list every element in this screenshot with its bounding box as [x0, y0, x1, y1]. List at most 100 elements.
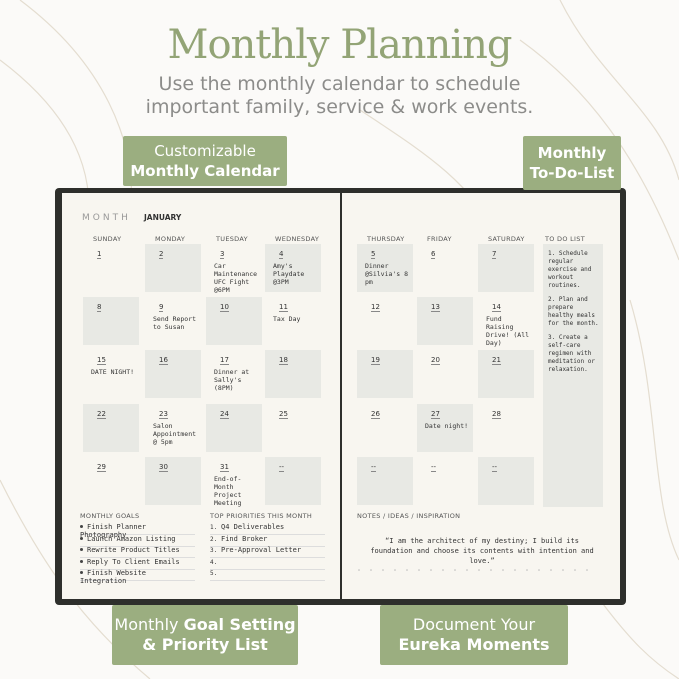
badge-goals: Monthly Goal Setting & Priority List [112, 605, 298, 665]
bullet [80, 548, 83, 552]
badge-text: Goal Setting [183, 615, 296, 634]
day-number: -- [492, 463, 498, 472]
day-cell: 13 [417, 297, 473, 345]
weekday: TUESDAY [216, 235, 248, 243]
priority-number: 4. [210, 558, 218, 566]
day-number: 15 [97, 356, 106, 365]
goal-text: Reply To Client Emails [87, 557, 180, 566]
day-cell: 8 [83, 297, 139, 345]
bullet [80, 525, 83, 528]
day-cell: 23 Salon Appointment @ 5pm [145, 404, 201, 452]
day-cell: 7 [478, 244, 534, 292]
day-number: 3 [220, 250, 225, 259]
day-number: 20 [431, 356, 440, 365]
day-cell: -- [478, 457, 534, 505]
day-cell: 6 [417, 244, 473, 292]
goal-item: Finish Planner Photography [80, 523, 195, 539]
goal-item: Reply To Client Emails [80, 558, 195, 570]
day-cell: 4 Amy's Playdate @3PM [265, 244, 321, 292]
day-cell: 24 [206, 404, 262, 452]
day-number: 26 [371, 410, 380, 419]
day-number: 23 [159, 410, 168, 419]
day-number: 14 [492, 303, 501, 312]
day-number: 2 [159, 250, 164, 259]
day-cell: 14 Fund Raising Drive! (All Day) [478, 297, 534, 347]
day-number: 19 [371, 356, 380, 365]
badge-text: To-Do-List [529, 164, 615, 182]
day-cell: 27 Date night! [417, 404, 473, 452]
day-number: 13 [431, 303, 440, 312]
quote: “I am the architect of my destiny; I bui… [370, 537, 594, 565]
goal-text: Finish Website Integration [80, 569, 147, 586]
day-note: Send Report to Susan [153, 315, 197, 331]
day-cell: 29 [83, 457, 139, 505]
day-number: 12 [371, 303, 380, 312]
day-note: Amy's Playdate @3PM [273, 262, 305, 286]
day-cell: 22 [83, 404, 139, 452]
day-note: Dinner @Silvia's 8 pm [365, 262, 409, 286]
weekday: THURSDAY [367, 235, 405, 243]
todo-item: 3. Create a self-care regimen with medit… [548, 334, 595, 373]
priority-item: 4. [210, 558, 325, 570]
day-note: Tax Day [273, 315, 301, 323]
day-number: 22 [97, 410, 106, 419]
day-cell: 20 [417, 350, 473, 398]
badge-calendar: Customizable Monthly Calendar [123, 136, 287, 186]
priority-number: 5. [210, 570, 218, 578]
day-cell: 25 [265, 404, 321, 452]
priority-item: 5. [210, 569, 325, 582]
day-number: -- [279, 463, 285, 472]
goal-item: Rewrite Product Titles [80, 546, 195, 559]
goal-text: Finish Planner Photography [80, 523, 147, 539]
day-number: 31 [220, 463, 229, 472]
badge-text: Monthly [537, 144, 607, 162]
day-cell: 3 Car Maintenance UFC Fight @6PM [206, 244, 262, 294]
day-number: 21 [492, 356, 501, 365]
day-number: 28 [492, 410, 501, 419]
subtitle: important family, service & work events. [145, 96, 534, 118]
day-cell: -- [357, 457, 413, 505]
day-note: DATE NIGHT! [91, 368, 135, 376]
day-note: Date night! [425, 422, 469, 430]
day-number: -- [371, 463, 377, 472]
subtitle: Use the monthly calendar to schedule [158, 73, 521, 95]
weekday: FRIDAY [427, 235, 452, 243]
day-cell: 2 [145, 244, 201, 292]
day-cell: 5 Dinner @Silvia's 8 pm [357, 244, 413, 292]
day-cell: 18 [265, 350, 321, 398]
priority-item: 1. Q4 Deliverables [210, 523, 325, 535]
day-number: 4 [279, 250, 284, 259]
day-number: 16 [159, 356, 168, 365]
day-cell: 12 [357, 297, 413, 345]
day-number: -- [431, 463, 437, 472]
day-cell: 26 [357, 404, 413, 452]
badge-text: Monthly Calendar [130, 162, 280, 180]
goal-item: Launch Amazon Listing [80, 535, 195, 547]
day-note: Fund Raising Drive! (All Day) [486, 315, 530, 347]
day-cell: 30 [145, 457, 201, 505]
day-cell: 19 [357, 350, 413, 398]
bullet [80, 536, 83, 540]
badge-text: Eureka Moments [398, 635, 550, 654]
day-cell: 9 Send Report to Susan [145, 297, 201, 345]
day-number: 8 [97, 303, 102, 312]
todo-item: 2. Plan and prepare healthy meals for th… [548, 296, 599, 327]
badge-todo: Monthly To-Do-List [523, 136, 621, 190]
day-note: Salon Appointment @ 5pm [153, 422, 197, 446]
priority-item: 3. Pre-Approval Letter [210, 546, 325, 559]
priorities-label: TOP PRIORITIES THIS MONTH [210, 512, 313, 520]
day-cell: 15 DATE NIGHT! [83, 350, 139, 398]
day-number: 7 [492, 250, 497, 259]
priority-text: Find Broker [221, 534, 268, 543]
weekday: SUNDAY [93, 235, 122, 243]
goal-text: Launch Amazon Listing [87, 534, 176, 543]
day-note: Car Maintenance UFC Fight @6PM [214, 262, 258, 294]
day-cell: 11 Tax Day [265, 297, 321, 345]
goal-text: Rewrite Product Titles [87, 546, 180, 555]
day-number: 30 [159, 463, 168, 472]
todo-item: 1. Schedule regular exercise and workout… [548, 250, 592, 289]
dot-grid [358, 569, 588, 571]
priority-text: Pre-Approval Letter [221, 546, 302, 555]
weekday: SATURDAY [488, 235, 525, 243]
day-cell: 31 End-of-Month Project Meeting [206, 457, 262, 507]
